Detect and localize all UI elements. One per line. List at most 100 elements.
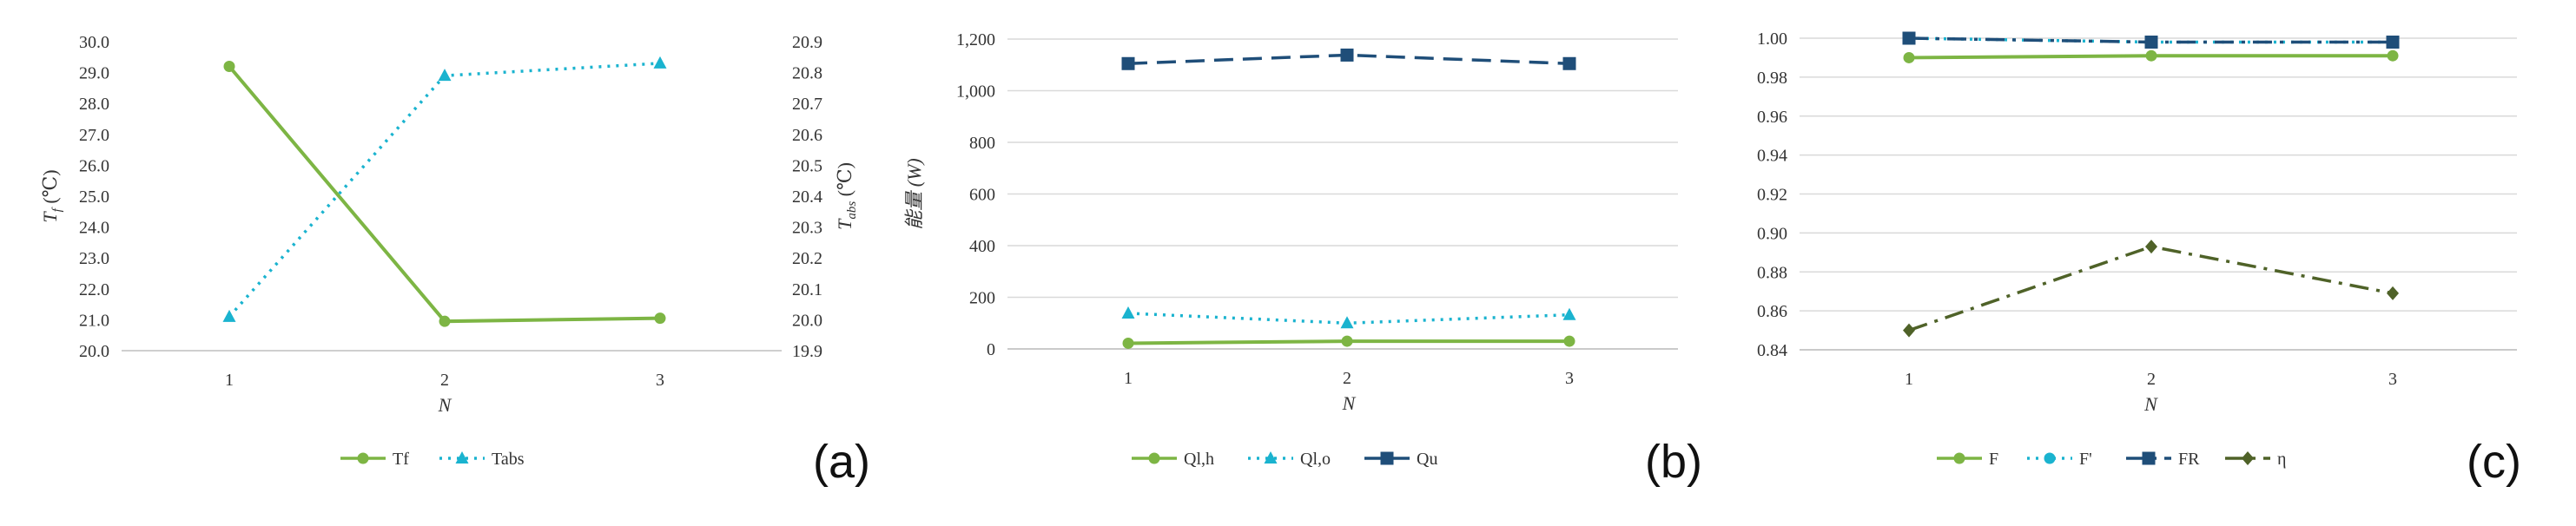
- series-eta: [1903, 240, 2399, 338]
- data-point: [1340, 48, 1354, 62]
- y-tick-label: 22.0: [79, 280, 109, 299]
- series-line: [228, 62, 661, 319]
- data-point: [1902, 31, 1916, 45]
- data-point: [2144, 35, 2158, 49]
- y-tick-label: 1,000: [956, 82, 995, 102]
- legend-swatch-marker: [2142, 451, 2156, 465]
- legend-item: Qu: [1364, 450, 1437, 469]
- legend-swatch-marker: [1148, 452, 1160, 464]
- y-axis-label: Tf (℃): [39, 169, 64, 222]
- y2-tick-label: 20.0: [792, 311, 822, 330]
- legend-swatch-marker: [2242, 451, 2254, 465]
- legend-swatch-marker: [357, 452, 369, 464]
- legend-swatch-marker: [455, 451, 469, 464]
- data-point: [1903, 51, 1915, 63]
- x-tick-label: 2: [1343, 369, 1351, 388]
- y2-tick-label: 20.7: [792, 95, 822, 114]
- y-tick-label: 600: [969, 186, 995, 205]
- data-point: [2387, 49, 2399, 62]
- legend-label: F: [1989, 450, 1998, 469]
- y2-tick-label: 20.5: [792, 156, 822, 175]
- y-tick-label: 27.0: [79, 126, 109, 145]
- series-Qlh: [1122, 335, 1575, 349]
- data-point: [222, 309, 236, 322]
- x-axis-label: N: [438, 394, 452, 416]
- series-Tf: [223, 60, 666, 327]
- y-tick-label: 20.0: [79, 342, 109, 361]
- y2-tick-label: 20.9: [792, 33, 822, 52]
- legend-item: η: [2225, 450, 2286, 469]
- x-tick-label: 1: [225, 371, 234, 390]
- y-tick-label: 24.0: [79, 219, 109, 238]
- series-FR: [1902, 31, 2400, 49]
- series-F: [1903, 49, 2399, 63]
- legend-item: Ql,o: [1248, 450, 1331, 469]
- y-tick-label: 0.86: [1757, 302, 1787, 321]
- legend-label: F': [2079, 450, 2092, 469]
- legend-item: Tf: [340, 450, 409, 469]
- y-tick-label: 0.90: [1757, 224, 1787, 243]
- legend-label: Tabs: [492, 450, 525, 469]
- y-tick-label: 1,200: [956, 30, 995, 49]
- series-line: [228, 65, 661, 324]
- data-point: [1903, 323, 1915, 338]
- y2-tick-label: 20.4: [792, 187, 822, 207]
- data-point: [653, 56, 667, 69]
- y-tick-label: 0.88: [1757, 263, 1787, 282]
- x-axis-label: N: [2143, 393, 2158, 415]
- legend-item: F': [2027, 450, 2092, 469]
- y-tick-label: 0.92: [1757, 186, 1787, 205]
- data-point: [1122, 337, 1134, 349]
- legend-label: Ql,o: [1300, 450, 1331, 469]
- chart-panel-c: 0.84 0.86 0.88 0.90 0.92 0.94 0.96 0.98 1.00 1 2 3 N…: [1757, 30, 2521, 488]
- panel-label: (c): [2467, 436, 2521, 488]
- x-tick-label: 2: [440, 371, 449, 390]
- data-point: [2145, 240, 2157, 254]
- legend-swatch-marker: [1953, 452, 1965, 464]
- legend-label: Tf: [393, 450, 409, 469]
- legend-label: Ql,h: [1184, 450, 1214, 469]
- x-tick-label: 2: [2147, 370, 2156, 389]
- series-line: [1908, 245, 2394, 332]
- data-point: [438, 69, 452, 82]
- y-tick-label: 28.0: [79, 95, 109, 114]
- y-tick-label: 0.96: [1757, 108, 1787, 127]
- data-point: [654, 312, 666, 325]
- legend: F F' FR η: [1937, 450, 2286, 469]
- legend-item: F: [1937, 450, 1998, 469]
- legend-swatch-marker: [2044, 452, 2056, 464]
- x-axis-label: N: [1342, 392, 1357, 414]
- y-tick-label: 1.00: [1757, 30, 1787, 49]
- legend-item: FR: [2126, 450, 2200, 469]
- y-axis-label: 能量 (W): [903, 158, 925, 229]
- y-tick-label: 0: [987, 340, 995, 359]
- y-tick-label: 0.94: [1757, 147, 1787, 166]
- y-tick-label: 26.0: [79, 156, 109, 175]
- legend-item: Ql,h: [1132, 450, 1214, 469]
- y-tick-label: 29.0: [79, 64, 109, 83]
- y2-tick-label: 19.9: [792, 342, 822, 361]
- data-point: [2145, 49, 2157, 62]
- data-point: [1121, 56, 1135, 70]
- legend-label: FR: [2178, 450, 2200, 469]
- series-Tabs: [222, 56, 667, 322]
- y2-tick-label: 20.6: [792, 126, 822, 145]
- legend: Tf Tabs: [340, 450, 525, 469]
- y-tick-label: 21.0: [79, 311, 109, 330]
- y-tick-label: 200: [969, 289, 995, 308]
- chart-panel-a: 20.0 21.0 22.0 23.0 24.0 25.0 26.0 27.0 28.0 29.0…: [39, 33, 870, 488]
- y-tick-label: 0.98: [1757, 69, 1787, 88]
- y2-tick-label: 20.1: [792, 280, 822, 299]
- data-point: [2386, 35, 2400, 49]
- x-tick-label: 1: [1905, 370, 1913, 389]
- data-point: [1341, 335, 1353, 347]
- panel-label: (b): [1645, 436, 1702, 488]
- legend-label: η: [2277, 450, 2286, 469]
- legend: Ql,h Ql,o Qu: [1132, 450, 1437, 469]
- data-point: [1562, 307, 1576, 320]
- legend-item: Tabs: [439, 450, 525, 469]
- legend-swatch-marker: [1380, 451, 1394, 465]
- data-point: [1562, 56, 1576, 70]
- x-tick-label: 3: [1565, 369, 1574, 388]
